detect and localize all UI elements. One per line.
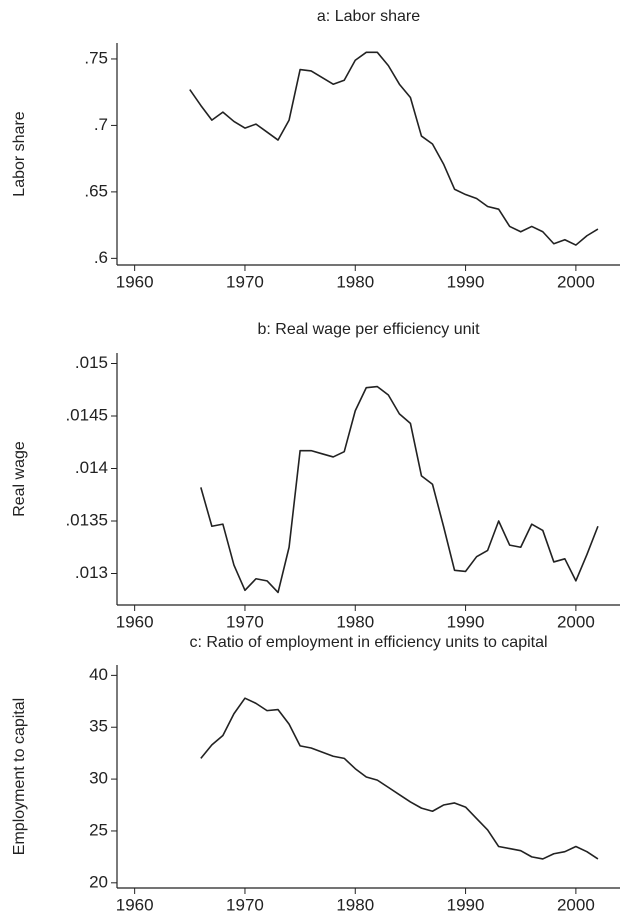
x-tick-label: 2000	[557, 272, 595, 291]
panel-title: a: Labor share	[317, 8, 420, 25]
y-tick-label: .013	[75, 563, 108, 582]
y-tick-label: 35	[89, 717, 108, 736]
x-tick-label: 1980	[336, 895, 374, 914]
data-line	[200, 385, 599, 594]
x-tick-label: 2000	[557, 895, 595, 914]
y-tick-label: 40	[89, 665, 108, 684]
x-tick-label: 1970	[226, 272, 264, 291]
x-tick-label: 1970	[226, 612, 264, 631]
y-tick-label: .6	[94, 248, 108, 267]
y-tick-label: 25	[89, 820, 108, 839]
y-tick-label: 30	[89, 769, 108, 788]
y-axis-label: Labor share	[11, 111, 28, 196]
x-tick-label: 1960	[116, 272, 154, 291]
panel-title: c: Ratio of employment in efficiency uni…	[189, 634, 547, 651]
y-tick-label: .015	[75, 353, 108, 372]
data-line	[189, 51, 599, 246]
x-tick-label: 1990	[447, 272, 485, 291]
y-tick-label: .65	[84, 181, 108, 200]
y-tick-label: 20	[89, 872, 108, 891]
y-tick-label: .0135	[65, 510, 108, 529]
x-tick-label: 1980	[336, 612, 374, 631]
y-tick-label: .014	[75, 458, 108, 477]
x-tick-label: 2000	[557, 612, 595, 631]
y-tick-label: .7	[94, 115, 108, 134]
x-tick-label: 1990	[447, 612, 485, 631]
y-tick-label: .0145	[65, 405, 108, 424]
x-tick-label: 1960	[116, 612, 154, 631]
y-axis-label: Employment to capital	[11, 698, 28, 855]
x-tick-label: 1980	[336, 272, 374, 291]
x-tick-label: 1990	[447, 895, 485, 914]
y-axis-label: Real wage	[11, 441, 28, 517]
x-tick-label: 1970	[226, 895, 264, 914]
y-tick-label: .75	[84, 48, 108, 67]
data-line	[200, 697, 599, 860]
panel-title: b: Real wage per efficiency unit	[257, 321, 480, 338]
x-tick-label: 1960	[116, 895, 154, 914]
